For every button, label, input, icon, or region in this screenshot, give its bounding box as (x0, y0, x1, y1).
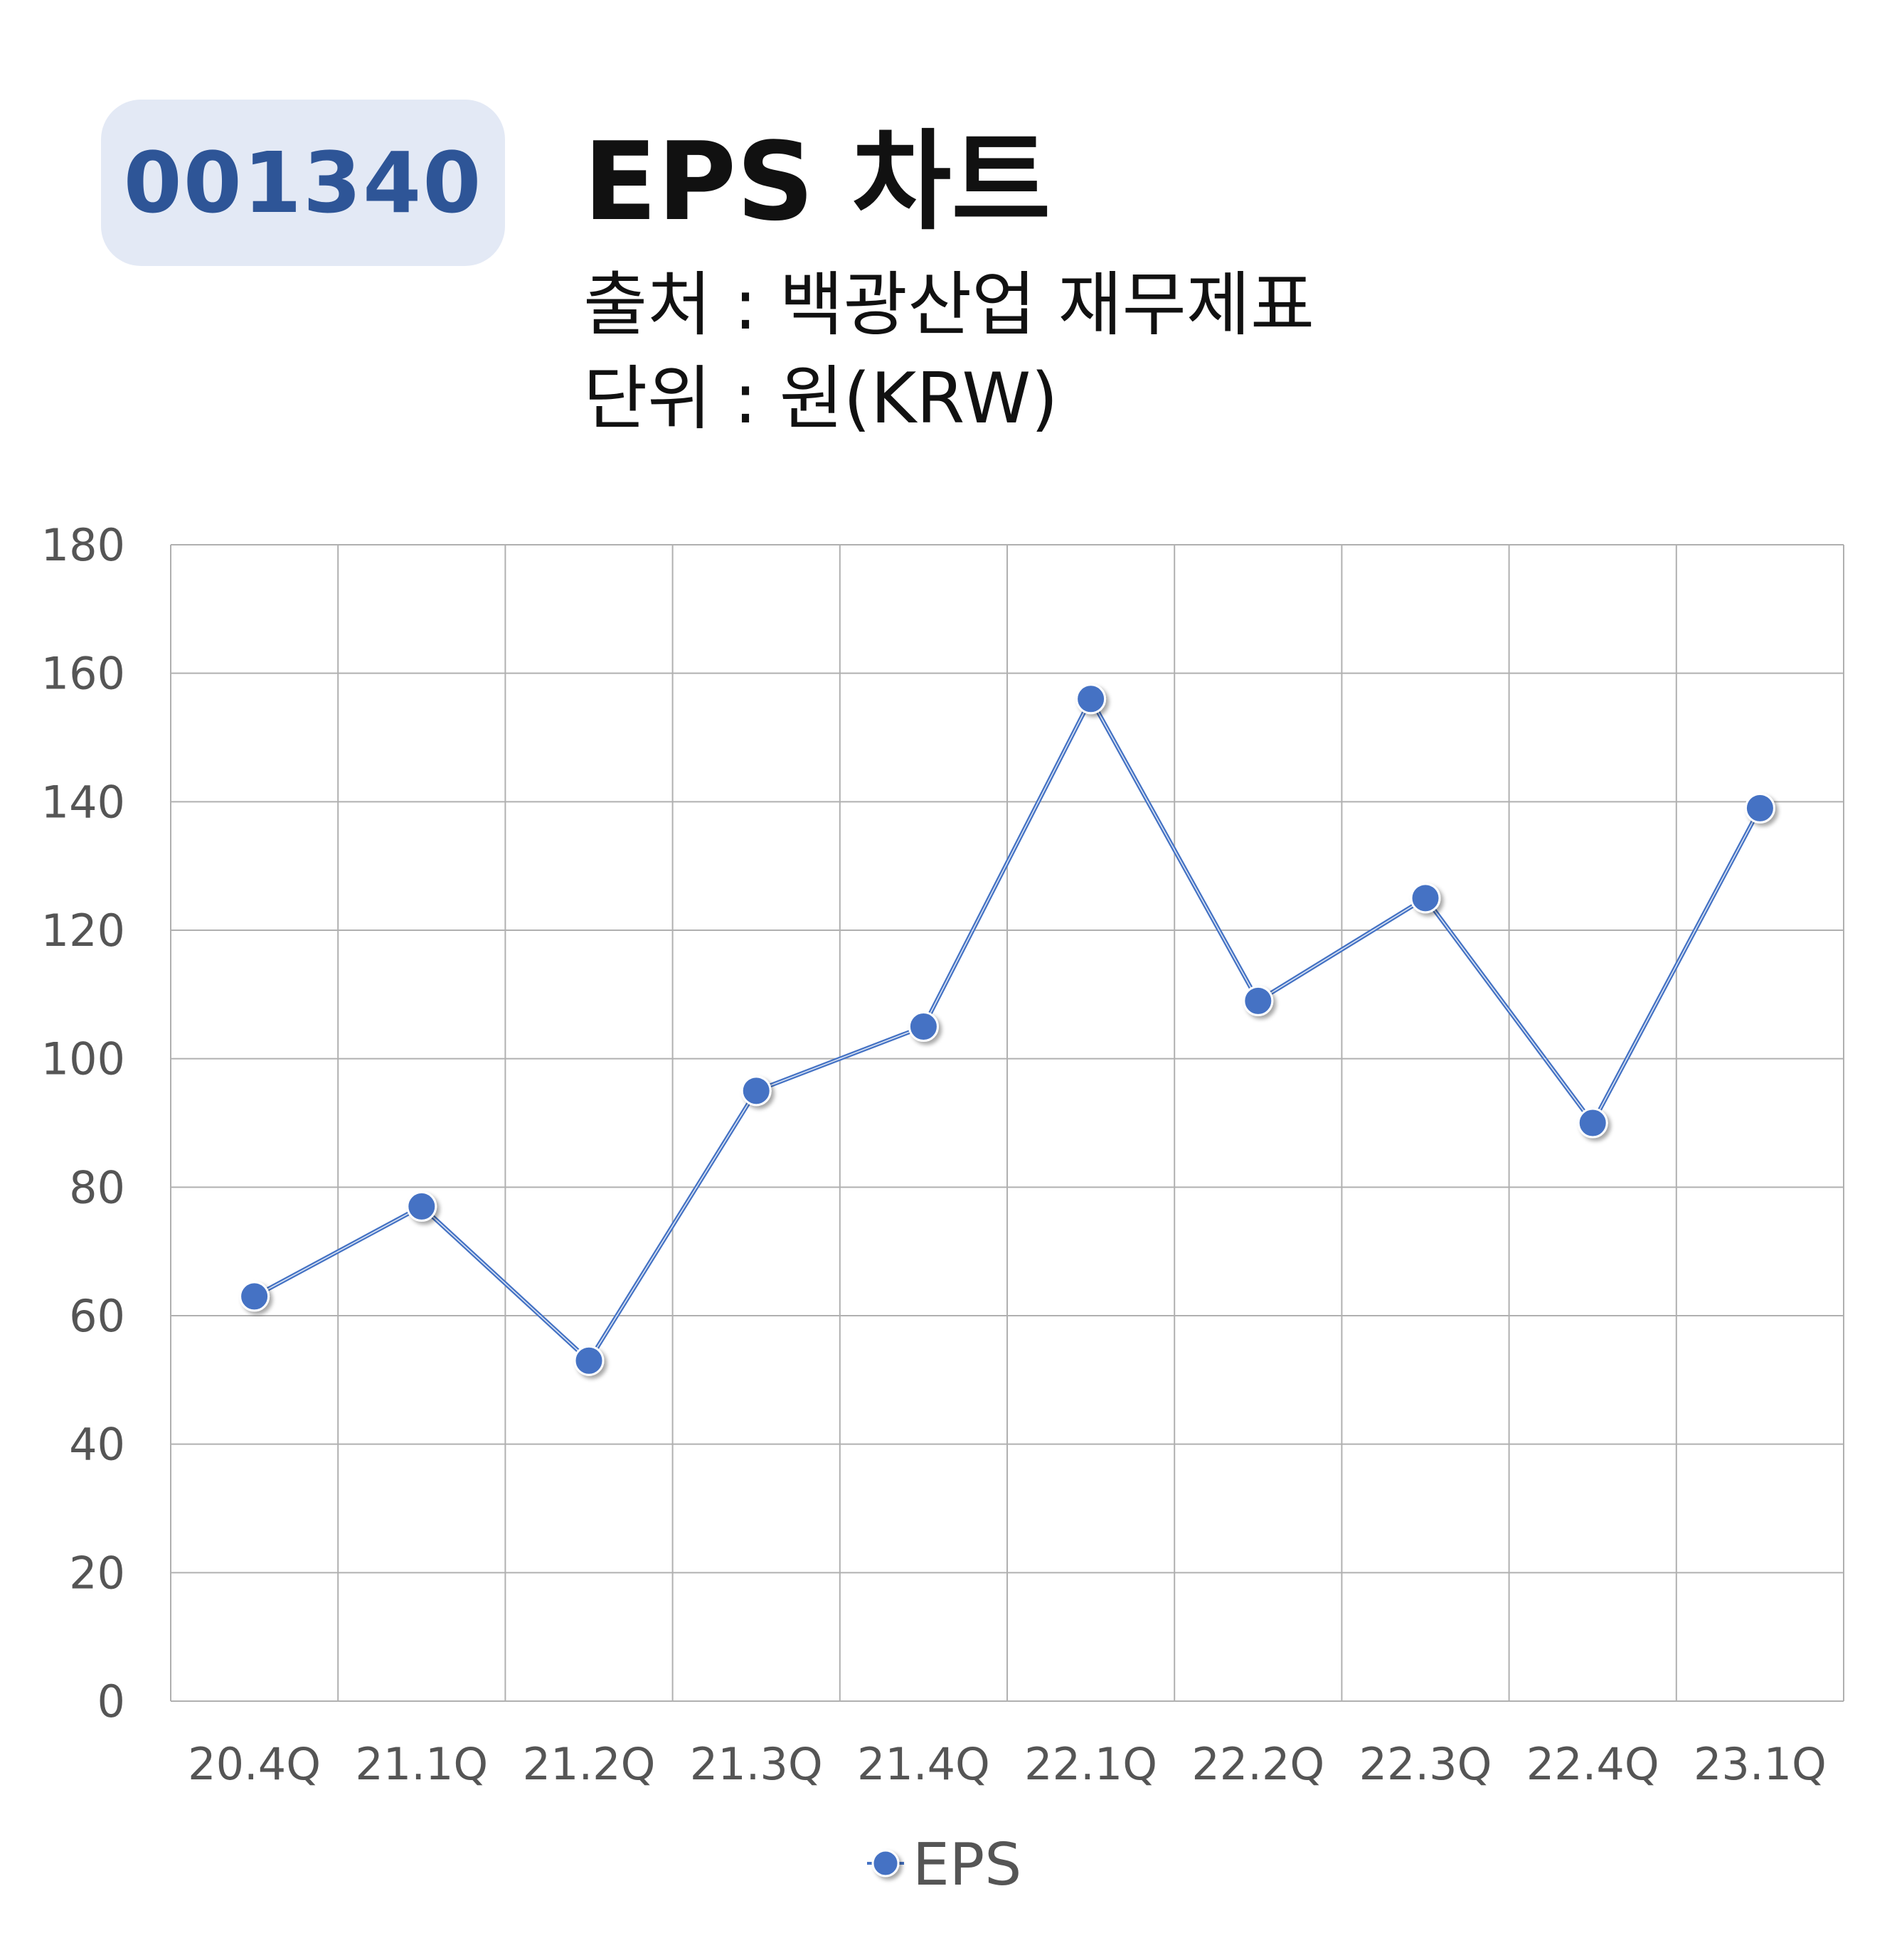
x-tick-label: 22.4Q (1526, 1738, 1659, 1790)
x-tick-label: 23.1Q (1694, 1738, 1827, 1790)
x-tick-label: 20.4Q (188, 1738, 321, 1790)
legend-label: EPS (913, 1831, 1021, 1899)
chart-title: EPS 차트 (583, 119, 1051, 245)
legend-marker (871, 1849, 900, 1878)
y-tick-label: 20 (69, 1547, 125, 1599)
y-tick-label: 160 (41, 648, 125, 700)
series-eps (239, 683, 1775, 1376)
y-tick-label: 100 (41, 1033, 125, 1085)
data-point (1243, 985, 1274, 1016)
x-axis-ticks: 20.4Q 21.1Q 21.2Q 21.3Q 21.4Q 22.1Q 22.2Q 22.3Q… (188, 1738, 1827, 1790)
x-tick-label: 22.2Q (1191, 1738, 1324, 1790)
data-point (406, 1191, 437, 1222)
series-line-highlight (254, 698, 1761, 1362)
data-point (908, 1011, 939, 1042)
y-tick-label: 180 (41, 519, 125, 571)
source-label: 출처 : 백광산업 재무제표 (583, 265, 1315, 346)
x-tick-label: 22.3Q (1359, 1738, 1492, 1790)
y-axis-ticks: 0 20 40 60 80 100 120 140 160 180 (41, 519, 125, 1727)
y-tick-label: 60 (69, 1290, 125, 1342)
stock-code-badge: 001340 (101, 100, 505, 266)
data-point (573, 1345, 605, 1376)
grid (170, 544, 1844, 1702)
y-tick-label: 80 (69, 1161, 125, 1213)
x-tick-label: 21.1Q (355, 1738, 488, 1790)
x-tick-label: 21.2Q (523, 1738, 656, 1790)
data-point (1577, 1107, 1608, 1139)
x-tick-label: 21.3Q (690, 1738, 823, 1790)
data-point (1744, 792, 1775, 824)
y-tick-label: 0 (97, 1676, 125, 1727)
y-tick-label: 120 (41, 905, 125, 957)
y-tick-label: 140 (41, 776, 125, 828)
y-tick-label: 40 (69, 1419, 125, 1471)
data-point (740, 1075, 772, 1107)
data-point (239, 1281, 270, 1312)
unit-label: 단위 : 원(KRW) (583, 358, 1058, 440)
x-tick-label: 22.1Q (1024, 1738, 1157, 1790)
data-point (1410, 883, 1441, 914)
data-point (1075, 683, 1107, 715)
x-tick-label: 21.4Q (857, 1738, 990, 1790)
legend: EPS (867, 1831, 1021, 1899)
